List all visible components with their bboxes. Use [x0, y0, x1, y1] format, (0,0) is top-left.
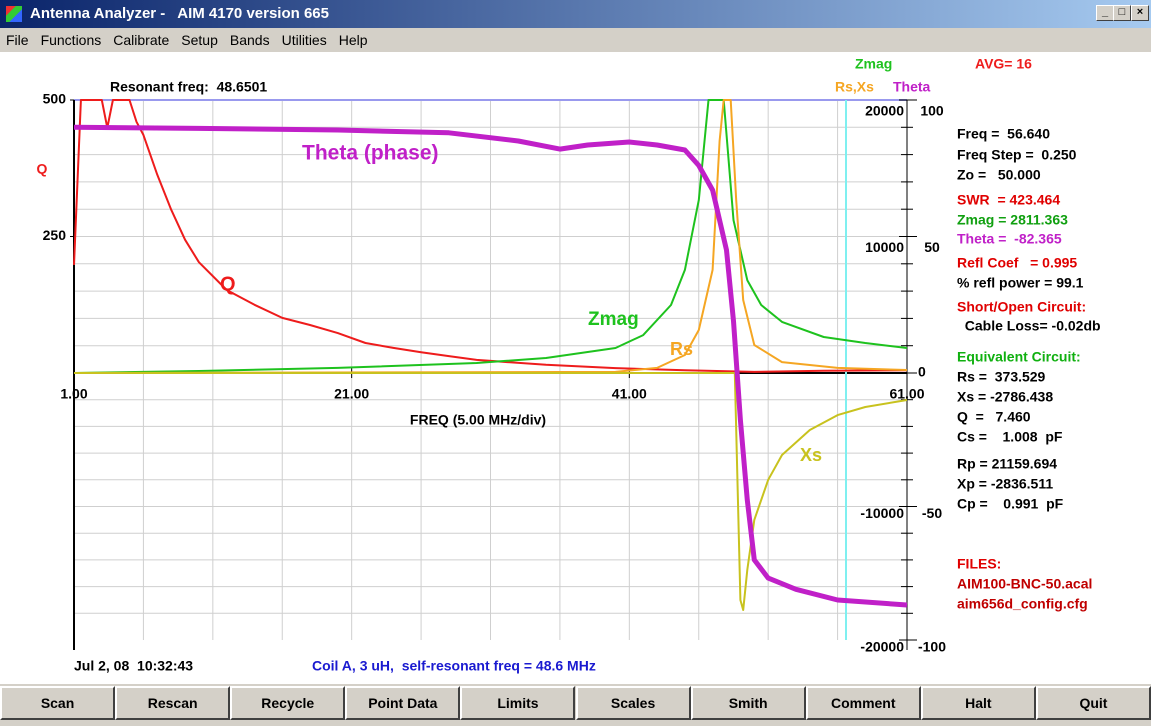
- maximize-button[interactable]: □: [1113, 5, 1131, 21]
- readout-line: Zmag = 2811.363: [957, 212, 1068, 228]
- readout-line: Rs = 373.529: [957, 369, 1046, 385]
- button[interactable]: Point Data: [345, 686, 461, 720]
- y3-tick-label: 0: [918, 364, 926, 380]
- zmag-axis-header: Zmag: [855, 56, 892, 72]
- menu-bar: File Functions Calibrate Setup Bands Utilitie…: [0, 28, 1151, 52]
- x-tick-label: 41.00: [612, 386, 647, 402]
- readout-line: SWR = 423.464: [957, 192, 1060, 208]
- menu-item[interactable]: Setup: [181, 32, 218, 48]
- button[interactable]: Scan: [0, 686, 116, 720]
- button[interactable]: Recycle: [230, 686, 346, 720]
- readout-line: Freq = 56.640: [957, 126, 1050, 142]
- menu-item[interactable]: Help: [338, 32, 368, 48]
- series-label: Rs: [670, 339, 693, 359]
- timestamp: Jul 2, 08 10:32:43: [74, 658, 193, 674]
- theta-curve-label: Theta (phase): [302, 142, 439, 165]
- button[interactable]: Scales: [575, 686, 691, 720]
- menu-item[interactable]: Utilities: [281, 32, 327, 48]
- readout-line: Equivalent Circuit:: [957, 349, 1081, 365]
- button[interactable]: Smith: [690, 686, 806, 720]
- readout-line: Freq Step = 0.250: [957, 147, 1077, 163]
- button[interactable]: Quit: [1035, 686, 1151, 720]
- series-label: Zmag: [588, 309, 639, 330]
- y3-tick-label: 50: [924, 239, 940, 255]
- window-title: Antenna Analyzer - AIM 4170 version 665: [30, 5, 329, 22]
- readout-line: Cp = 0.991 pF: [957, 496, 1064, 512]
- series-label: Q: [220, 273, 236, 295]
- x-tick-label: 61.00: [889, 386, 924, 402]
- readout-line: Cs = 1.008 pF: [957, 429, 1063, 445]
- x-axis-label: FREQ (5.00 MHz/div): [410, 412, 546, 428]
- x-tick-label: 1.00: [60, 386, 87, 402]
- readout-line: FILES:: [957, 556, 1001, 572]
- readout-line: Theta = -82.365: [957, 231, 1062, 247]
- readout-line: Rp = 21159.694: [957, 456, 1057, 472]
- chart: 1.00 21.00 41.00 61.00 FREQ (5.00 MHz/div) 50…: [0, 52, 1151, 684]
- readout-line: aim656d_config.cfg: [957, 596, 1088, 612]
- coil-note: Coil A, 3 uH, self-resonant freq = 48.6 …: [312, 658, 596, 674]
- readout-line: Short/Open Circuit:: [957, 299, 1086, 315]
- menu-item[interactable]: Bands: [229, 32, 270, 48]
- readout-line: Q = 7.460: [957, 409, 1031, 425]
- y-tick-label: 250: [43, 227, 67, 243]
- y3-tick-label: -50: [922, 505, 942, 521]
- theta-axis-header: Theta: [893, 79, 931, 95]
- rsxs-axis-header: Rs,Xs: [835, 79, 874, 95]
- y2-tick-label: -20000: [860, 639, 904, 655]
- button-bar: Scan Rescan Recycle Point Data Limits Scales S…: [0, 685, 1151, 726]
- y-axis-label: Q: [37, 161, 48, 177]
- readout-line: Xs = -2786.438: [957, 389, 1053, 405]
- button[interactable]: Halt: [920, 686, 1036, 720]
- minimize-button[interactable]: _: [1096, 5, 1114, 21]
- series-line: [73, 99, 908, 373]
- readout-line: Zo = 50.000: [957, 167, 1041, 183]
- button[interactable]: Comment: [805, 686, 921, 720]
- readout-line: AIM100-BNC-50.acal: [957, 576, 1092, 592]
- series-label: Xs: [800, 445, 822, 465]
- close-button[interactable]: ×: [1131, 5, 1149, 21]
- readout-line: % refl power = 99.1: [957, 275, 1084, 291]
- button[interactable]: Rescan: [115, 686, 231, 720]
- y-tick-label: 500: [43, 91, 67, 107]
- button[interactable]: Limits: [460, 686, 576, 720]
- menu-item[interactable]: Calibrate: [113, 32, 170, 48]
- x-tick-label: 21.00: [334, 386, 369, 402]
- series-line: [73, 124, 908, 608]
- readout-line: Cable Loss= -0.02db: [957, 318, 1101, 334]
- y2-tick-label: 20000: [865, 103, 904, 119]
- series-line: [73, 99, 908, 374]
- y3-tick-label: -100: [918, 639, 946, 655]
- series-line: [73, 99, 908, 374]
- avg-label: AVG= 16: [975, 56, 1032, 72]
- readout-line: Refl Coef = 0.995: [957, 255, 1077, 271]
- y2-tick-label: 10000: [865, 239, 904, 255]
- y3-tick-label: 100: [920, 103, 944, 119]
- menu-item[interactable]: Functions: [40, 32, 102, 48]
- title-bar: Antenna Analyzer - AIM 4170 version 665 …: [0, 0, 1151, 28]
- app-icon: [6, 6, 22, 22]
- resonant-freq: Resonant freq: 48.6501: [110, 79, 267, 95]
- readout-line: Xp = -2836.511: [957, 476, 1053, 492]
- menu-item[interactable]: File: [6, 32, 29, 48]
- y2-tick-label: -10000: [860, 505, 904, 521]
